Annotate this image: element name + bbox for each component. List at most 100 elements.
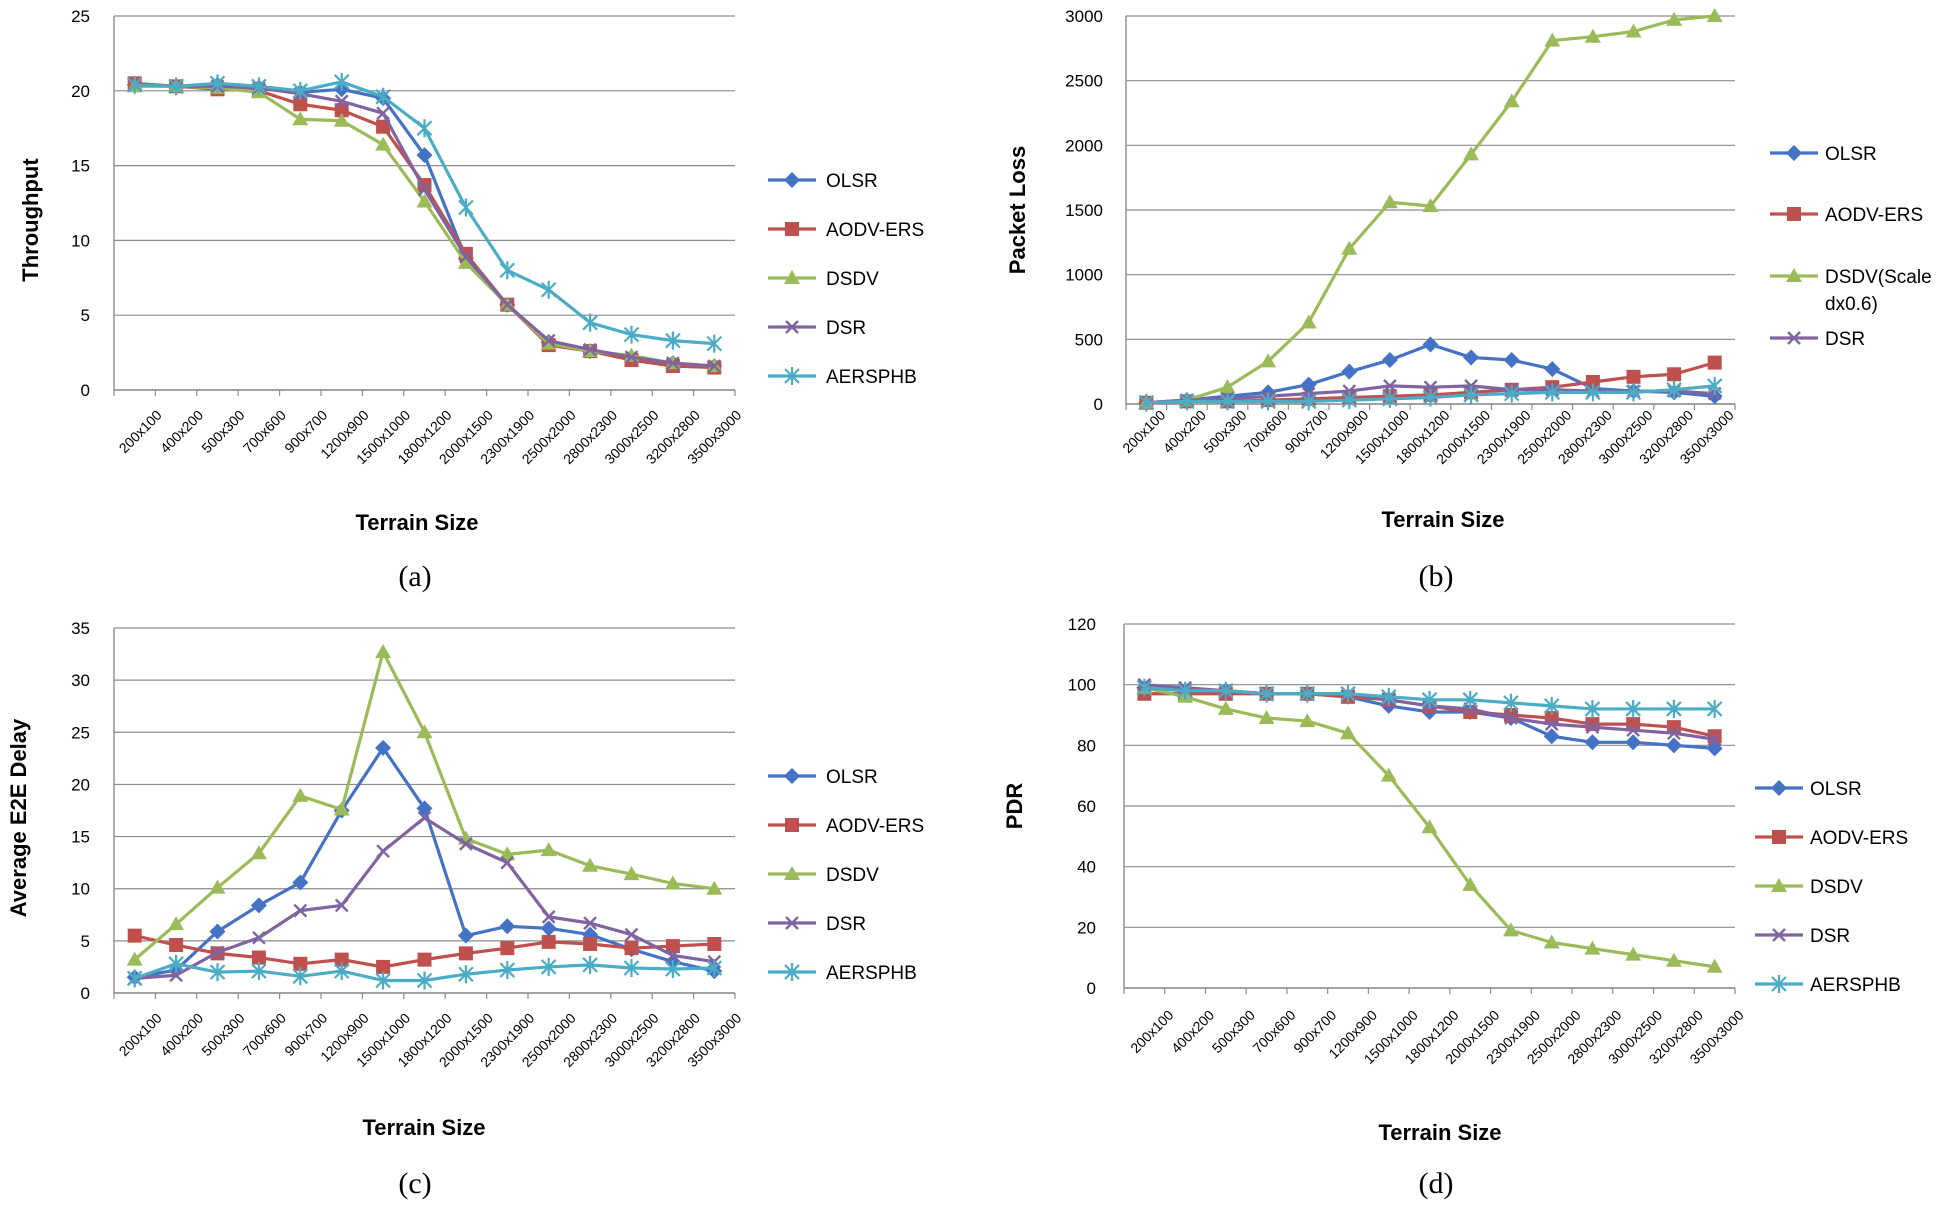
panel-a-point-dsr-stroke-2 bbox=[500, 297, 515, 312]
panel-c-point-dsr bbox=[541, 910, 556, 924]
panel-a-point-dsr bbox=[376, 106, 390, 121]
panel-c-point-dsr bbox=[459, 837, 473, 851]
panel-a-point-dsr bbox=[334, 94, 349, 109]
panel-d-legend-item-aodv-ers: AODV-ERS bbox=[1755, 828, 1908, 849]
panel-c-point-olsr bbox=[540, 920, 557, 937]
panel-a-point-dsdv bbox=[375, 136, 392, 151]
panel-b-series-aersphb bbox=[1138, 376, 1723, 412]
panel-d-point-aersphb bbox=[1299, 684, 1316, 703]
panel-b-legend-item-olsr: OLSR bbox=[1770, 144, 1877, 165]
panel-a-point-dsr-stroke-2 bbox=[541, 333, 556, 348]
panel-c-point-aersphb bbox=[168, 954, 184, 973]
panel-b-xtick-label: 500x300 bbox=[1200, 407, 1249, 456]
panel-d-point-dsr-stroke-2 bbox=[1585, 720, 1600, 734]
panel-c-point-dsr-stroke-2 bbox=[376, 844, 390, 859]
panel-b-point-olsr bbox=[1422, 336, 1439, 353]
panel-a-point-dsr bbox=[459, 250, 473, 264]
panel-d-ytick-label: 60 bbox=[1077, 797, 1096, 816]
panel-a-point-aersphb bbox=[375, 87, 391, 106]
panel-d-legend-label: DSDV bbox=[1810, 877, 1863, 898]
panel-a-point-dsr-stroke-2 bbox=[624, 350, 639, 364]
panel-b-point-dsdv bbox=[1422, 198, 1439, 213]
panel-b-point-dsr bbox=[1383, 379, 1397, 393]
panel-a-legend-label: AERSPHB bbox=[826, 367, 917, 388]
panel-d-point-aersphb bbox=[1666, 699, 1682, 718]
panel-a-point-dsr-stroke-2 bbox=[459, 250, 473, 264]
panel-b-ytick-label: 2500 bbox=[1065, 72, 1103, 91]
panel-c-point-dsr-stroke-2 bbox=[500, 855, 515, 870]
panel-c-series-aodv-ers bbox=[127, 928, 722, 974]
panel-a-series-aersphb bbox=[126, 72, 723, 353]
panel-d-legend-marker bbox=[1771, 878, 1787, 892]
panel-c-point-dsdv bbox=[540, 842, 557, 857]
panel-b-point-dsdv bbox=[1300, 314, 1317, 329]
panel-d-point-aersphb bbox=[1503, 693, 1519, 712]
panel-d-legend-marker bbox=[1771, 780, 1787, 796]
panel-b-ylabel: Packet Loss bbox=[1005, 146, 1030, 274]
panel-c-point-aersphb bbox=[623, 958, 640, 977]
panel-c-point-dsdv bbox=[250, 845, 267, 860]
panel-a-point-aersphb bbox=[582, 313, 598, 332]
panel-c-point-dsdv bbox=[375, 643, 392, 658]
panel-d-point-dsr bbox=[1544, 717, 1559, 731]
panel-a-ytick-label: 20 bbox=[71, 82, 90, 101]
panel-c-point-dsdv bbox=[623, 866, 640, 881]
panel-c-point-dsdv bbox=[292, 787, 309, 802]
panel-c-point-aodv-ers bbox=[334, 952, 349, 967]
panel-a-xtick-label: 200x100 bbox=[116, 407, 165, 456]
panel-d-point-aersphb bbox=[1177, 681, 1193, 700]
panel-a-ytick-label: 5 bbox=[81, 306, 90, 325]
panel-b-point-dsdv bbox=[1706, 8, 1723, 22]
panel-a-legend-marker bbox=[784, 270, 800, 284]
panel-c-point-olsr bbox=[209, 923, 226, 940]
panel-c-point-aersphb bbox=[126, 969, 143, 988]
panel-d-point-dsr bbox=[1626, 723, 1641, 738]
panel-d-point-dsdv bbox=[1299, 713, 1316, 728]
panel-c-point-aodv-ers bbox=[127, 928, 142, 943]
panel-c-ytick-label: 25 bbox=[71, 723, 90, 742]
panel-b-point-olsr bbox=[1341, 363, 1358, 380]
panel-c-point-dsr bbox=[210, 945, 225, 960]
panel-c-point-olsr bbox=[457, 927, 474, 944]
panel-c-point-aersphb bbox=[251, 962, 267, 981]
panel-d-point-dsr-stroke-2 bbox=[1707, 732, 1722, 747]
panel-b-point-aersphb bbox=[1706, 376, 1723, 395]
panel-c-point-dsr bbox=[666, 948, 680, 963]
panel-c-point-aodv-ers bbox=[251, 950, 266, 965]
panel-d-point-olsr bbox=[1543, 728, 1560, 745]
panel-a-legend-item-dsr: DSR bbox=[768, 318, 866, 339]
panel-b-point-aersphb bbox=[1666, 380, 1682, 399]
panel-b-point-olsr bbox=[1381, 352, 1398, 369]
panel-a-legend-item-aersphb: AERSPHB bbox=[768, 367, 917, 388]
panel-b-point-dsdv bbox=[1625, 23, 1642, 38]
panel-b-ytick-label: 500 bbox=[1075, 330, 1103, 349]
panel-a-point-aersphb bbox=[209, 74, 226, 93]
panel-c-point-dsdv bbox=[416, 724, 433, 739]
panel-c-point-olsr bbox=[375, 739, 392, 756]
panel-c-point-dsdv bbox=[499, 846, 516, 861]
panel-d-point-olsr bbox=[1625, 734, 1642, 751]
panel-d-legend-item-olsr: OLSR bbox=[1755, 779, 1862, 800]
panel-b-legend-item-dsr: DSR bbox=[1770, 329, 1865, 350]
panel-d-legend-marker bbox=[1772, 928, 1786, 942]
panel-b-legend-marker bbox=[1786, 145, 1802, 161]
panel-c-point-dsdv bbox=[582, 857, 599, 872]
panel-c-ytick-label: 0 bbox=[81, 984, 90, 1003]
panel-c-point-dsr-stroke-2 bbox=[666, 948, 680, 963]
panel-b-point-dsr-stroke-2 bbox=[1383, 379, 1397, 393]
panel-a-point-aersphb bbox=[292, 81, 309, 100]
panel-c-point-aodv-ers bbox=[583, 936, 598, 951]
panel-a-point-dsr bbox=[583, 342, 597, 357]
panel-a-point-aersphb bbox=[499, 261, 516, 280]
panel-c-point-dsr-stroke-2 bbox=[210, 945, 225, 960]
panel-b-ytick-label: 0 bbox=[1094, 395, 1103, 414]
panel-c-point-dsr bbox=[500, 855, 515, 870]
panel-d-point-dsdv bbox=[1502, 922, 1519, 937]
panel-c-point-aersphb bbox=[375, 971, 391, 990]
panel-b-ytick-label: 3000 bbox=[1065, 7, 1103, 26]
panel-a-point-dsr-stroke-2 bbox=[376, 106, 390, 121]
panel-a-point-dsr bbox=[666, 356, 680, 370]
panel-b-point-aersphb bbox=[1179, 392, 1195, 411]
panel-c-point-dsr bbox=[583, 916, 597, 930]
panel-a-legend-label: DSR bbox=[826, 318, 866, 339]
